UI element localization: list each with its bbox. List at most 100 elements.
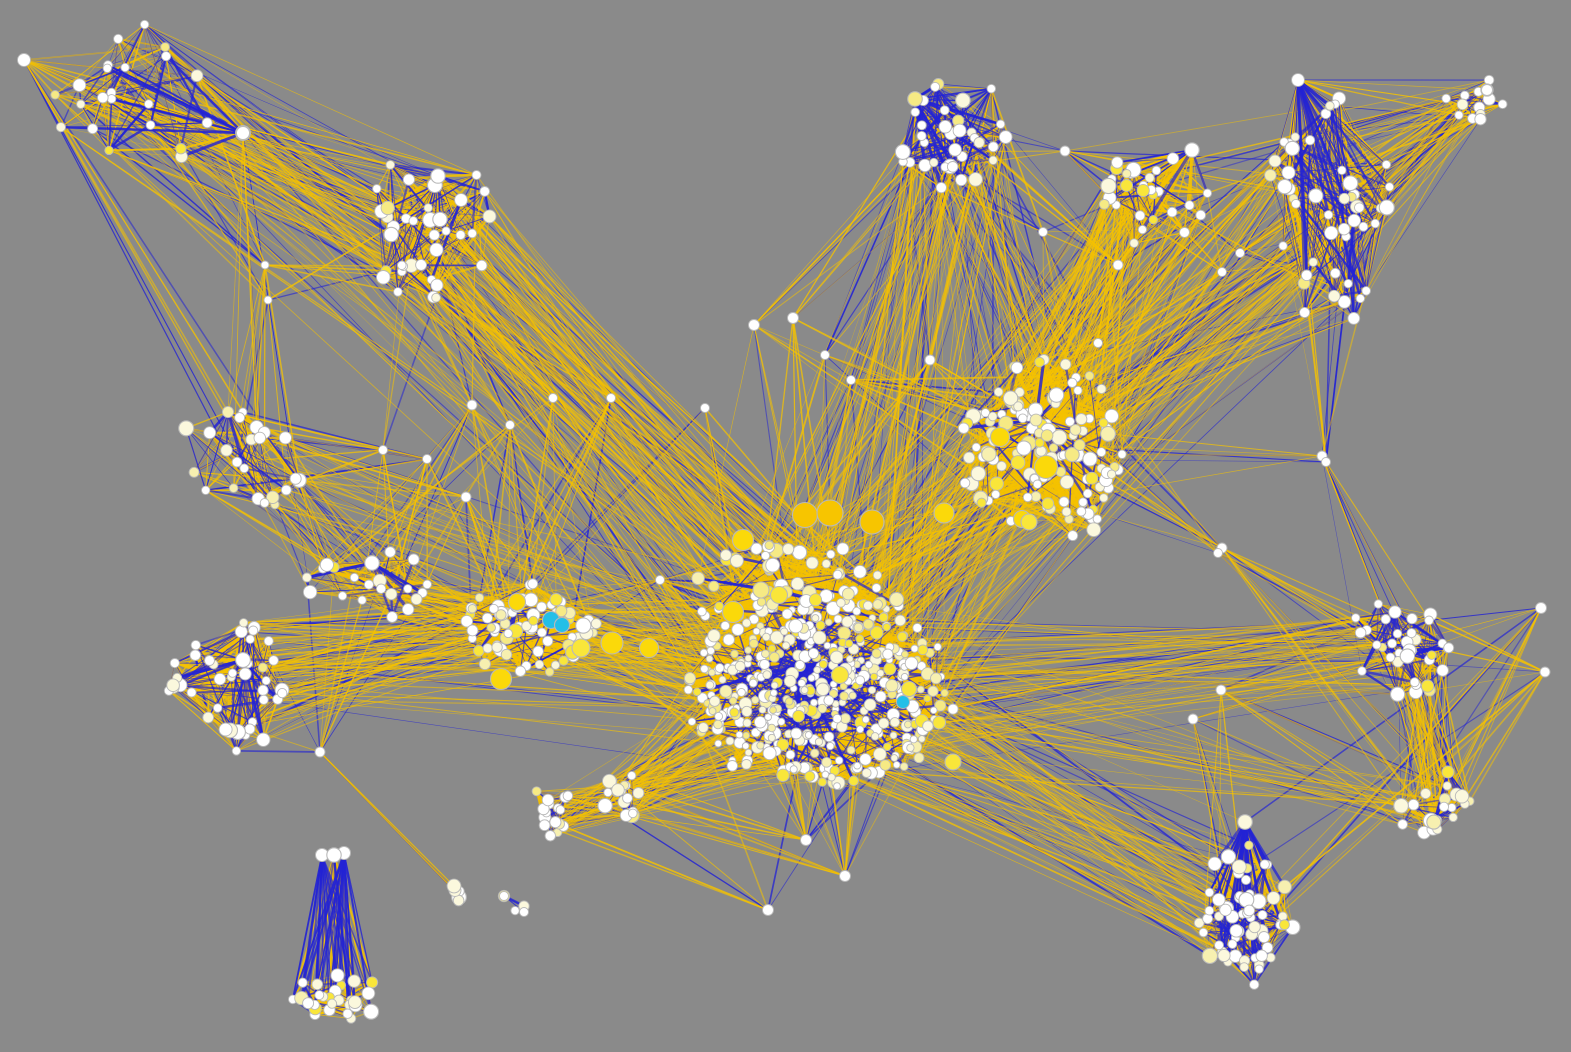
graph-node[interactable] (357, 595, 367, 605)
graph-node[interactable] (544, 667, 555, 677)
graph-node[interactable] (549, 593, 563, 607)
graph-node[interactable] (1010, 455, 1026, 470)
graph-node[interactable] (1459, 90, 1470, 101)
graph-node[interactable] (697, 722, 709, 734)
graph-node[interactable] (571, 638, 591, 658)
graph-node[interactable] (933, 502, 955, 524)
graph-node[interactable] (731, 528, 755, 552)
graph-node[interactable] (862, 618, 874, 630)
graph-node[interactable] (836, 542, 850, 556)
graph-node[interactable] (752, 581, 770, 599)
graph-node[interactable] (87, 123, 99, 135)
graph-node[interactable] (934, 699, 947, 712)
graph-node[interactable] (713, 719, 723, 730)
graph-node[interactable] (1137, 224, 1148, 235)
graph-node[interactable] (748, 319, 760, 331)
graph-node[interactable] (349, 572, 360, 583)
graph-node[interactable] (460, 491, 472, 503)
graph-node[interactable] (959, 477, 971, 489)
graph-node[interactable] (752, 627, 761, 636)
graph-node[interactable] (989, 476, 1004, 491)
graph-node[interactable] (532, 645, 544, 658)
graph-node[interactable] (957, 422, 970, 434)
graph-node[interactable] (372, 184, 382, 194)
graph-node[interactable] (848, 691, 857, 700)
graph-node[interactable] (175, 143, 187, 155)
graph-node[interactable] (1268, 154, 1282, 168)
graph-node[interactable] (885, 679, 899, 693)
graph-node[interactable] (719, 684, 733, 698)
graph-node[interactable] (973, 136, 985, 149)
graph-node[interactable] (790, 727, 803, 740)
graph-node[interactable] (1254, 964, 1264, 974)
graph-node[interactable] (1184, 142, 1200, 158)
graph-node[interactable] (486, 622, 496, 633)
graph-node[interactable] (1010, 361, 1024, 375)
graph-node[interactable] (597, 797, 613, 814)
graph-node[interactable] (935, 181, 947, 194)
graph-node[interactable] (160, 42, 170, 52)
graph-node[interactable] (268, 655, 279, 666)
graph-node[interactable] (907, 91, 923, 107)
graph-node[interactable] (721, 600, 745, 624)
graph-node[interactable] (1193, 917, 1205, 929)
graph-node[interactable] (1370, 218, 1380, 229)
graph-node[interactable] (1291, 73, 1305, 87)
graph-node[interactable] (741, 758, 752, 770)
graph-node[interactable] (1337, 165, 1347, 175)
graph-node[interactable] (227, 668, 238, 678)
graph-node[interactable] (188, 466, 200, 478)
graph-node[interactable] (432, 211, 448, 228)
graph-node[interactable] (781, 608, 793, 620)
graph-node[interactable] (855, 634, 865, 644)
graph-node[interactable] (253, 431, 267, 445)
graph-node[interactable] (527, 578, 539, 590)
graph-node[interactable] (479, 186, 491, 197)
graph-node[interactable] (837, 626, 851, 640)
graph-node[interactable] (186, 687, 197, 698)
graph-node[interactable] (1300, 269, 1313, 282)
graph-node[interactable] (1351, 613, 1361, 623)
graph-node[interactable] (929, 706, 938, 715)
graph-node[interactable] (932, 715, 946, 730)
graph-node[interactable] (1539, 666, 1551, 678)
graph-node[interactable] (683, 672, 697, 685)
graph-node[interactable] (166, 678, 180, 692)
graph-node[interactable] (762, 904, 774, 916)
graph-node[interactable] (744, 654, 753, 663)
graph-node[interactable] (981, 446, 997, 462)
graph-node[interactable] (401, 603, 415, 616)
graph-node[interactable] (1424, 615, 1434, 626)
graph-node[interactable] (991, 489, 1001, 500)
graph-node[interactable] (861, 715, 870, 724)
graph-node[interactable] (770, 681, 779, 690)
graph-node[interactable] (998, 130, 1013, 144)
graph-node[interactable] (939, 105, 950, 116)
graph-node[interactable] (900, 680, 918, 698)
graph-node[interactable] (1187, 713, 1199, 725)
graph-node[interactable] (1329, 267, 1341, 279)
graph-node[interactable] (878, 717, 890, 729)
graph-node[interactable] (841, 587, 855, 601)
graph-node[interactable] (143, 99, 154, 109)
graph-node[interactable] (709, 695, 721, 707)
graph-node[interactable] (912, 622, 923, 633)
graph-node[interactable] (169, 658, 180, 669)
graph-node[interactable] (397, 260, 407, 271)
graph-node[interactable] (302, 997, 315, 1010)
graph-node[interactable] (1278, 241, 1288, 251)
graph-node[interactable] (692, 687, 702, 697)
graph-node[interactable] (1277, 879, 1292, 895)
graph-node[interactable] (521, 620, 532, 632)
graph-node[interactable] (603, 787, 613, 798)
graph-node[interactable] (1441, 93, 1451, 104)
graph-node[interactable] (948, 143, 962, 157)
graph-node[interactable] (769, 706, 777, 714)
graph-node[interactable] (1067, 530, 1079, 542)
graph-node[interactable] (769, 689, 778, 697)
graph-node[interactable] (823, 695, 835, 706)
graph-node[interactable] (97, 91, 109, 104)
graph-node[interactable] (1134, 210, 1146, 221)
graph-node[interactable] (1454, 110, 1464, 120)
